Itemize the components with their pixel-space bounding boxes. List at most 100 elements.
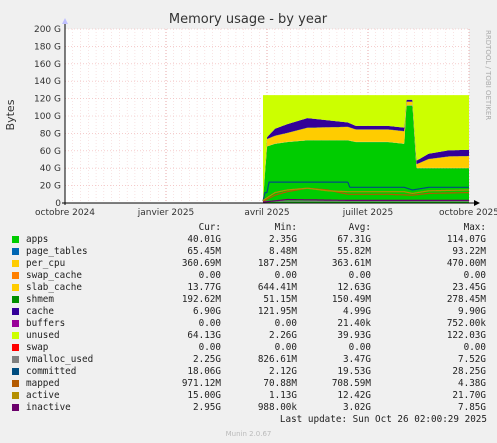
line-inactive — [263, 198, 469, 203]
legend-max: 9.90G — [458, 306, 486, 317]
legend: Cur: Min: Avg: Max: apps 40.01G 2.35G 67.31… — [10, 222, 490, 414]
legend-min: 0.00 — [274, 318, 297, 329]
legend-max: 28.25G — [452, 366, 486, 377]
x-tick-label: octobre 2025 — [439, 208, 497, 218]
legend-swatch — [12, 296, 19, 303]
legend-cur: 192.62M — [181, 294, 221, 305]
y-tick-label: 160 G — [34, 60, 61, 70]
legend-swatch — [12, 320, 19, 327]
legend-cur: 64.13G — [187, 330, 221, 341]
x-tick-label: janvier 2025 — [137, 208, 195, 218]
area-cache — [263, 99, 469, 200]
legend-label: per_cpu — [26, 258, 66, 269]
legend-min: 826.61M — [257, 354, 297, 365]
legend-label: swap — [26, 342, 49, 353]
legend-label: apps — [26, 234, 49, 245]
legend-max: 7.52G — [458, 354, 486, 365]
legend-max: 752.00k — [446, 318, 486, 329]
legend-cur: 0.00 — [198, 318, 221, 329]
legend-row-per_cpu: per_cpu 360.69M 187.25M 363.61M 470.00M — [10, 258, 490, 270]
legend-avg: 21.40k — [337, 318, 371, 329]
legend-avg: 39.93G — [337, 330, 371, 341]
legend-swatch — [12, 332, 19, 339]
legend-swatch — [12, 356, 19, 363]
legend-row-shmem: shmem 192.62M 51.15M 150.49M 278.45M — [10, 294, 490, 306]
x-ticks: octobre 2024 janvier 2025 avril 2025 juille… — [35, 208, 497, 218]
legend-max: 21.70G — [452, 390, 486, 401]
legend-row-cache: cache 6.90G 121.95M 4.99G 9.90G — [10, 306, 490, 318]
data-areas — [263, 95, 469, 203]
legend-label: active — [26, 390, 60, 401]
area-unused — [263, 95, 469, 200]
legend-min: 2.35G — [269, 234, 297, 245]
legend-cur: 6.90G — [193, 306, 221, 317]
legend-cur: 40.01G — [187, 234, 221, 245]
legend-label: inactive — [26, 402, 71, 413]
rrdtool-credit: RRDTOOL / TOBI OETIKER — [484, 30, 492, 120]
legend-cur: 18.06G — [187, 366, 221, 377]
legend-row-inactive: inactive 2.95G 988.00k 3.02G 7.85G — [10, 402, 490, 414]
munin-version: Munin 2.0.67 — [225, 430, 272, 438]
legend-cur: 0.00 — [198, 270, 221, 281]
legend-avg: 19.53G — [337, 366, 371, 377]
legend-cur: 13.77G — [187, 282, 221, 293]
y-tick-label: 140 G — [34, 77, 61, 87]
legend-avg: 708.59M — [331, 378, 371, 389]
y-tick-label: 0 — [55, 199, 61, 209]
legend-header-min: Min: — [274, 222, 297, 233]
legend-header-avg: Avg: — [348, 222, 371, 233]
legend-cur: 15.00G — [187, 390, 221, 401]
area-apps — [263, 105, 469, 203]
line-active — [262, 187, 470, 201]
legend-max: 470.00M — [446, 258, 486, 269]
legend-min: 121.95M — [257, 306, 297, 317]
legend-swatch — [12, 368, 19, 375]
legend-row-buffers: buffers 0.00 0.00 21.40k 752.00k — [10, 318, 490, 330]
legend-avg: 3.02G — [343, 402, 371, 413]
legend-cur: 2.25G — [193, 354, 221, 365]
legend-label: shmem — [26, 294, 54, 305]
y-tick-label: 80 G — [40, 129, 61, 139]
legend-cur: 2.95G — [193, 402, 221, 413]
legend-header-max: Max: — [463, 222, 486, 233]
legend-row-apps: apps 40.01G 2.35G 67.31G 114.07G — [10, 234, 490, 246]
legend-avg: 3.47G — [343, 354, 371, 365]
legend-label: vmalloc_used — [26, 354, 94, 365]
legend-avg: 67.31G — [337, 234, 371, 245]
legend-row-swap: swap 0.00 0.00 0.00 0.00 — [10, 342, 490, 354]
legend-header: Cur: Min: Avg: Max: — [10, 222, 490, 234]
legend-avg: 0.00 — [348, 270, 371, 281]
x-tick-label: avril 2025 — [244, 208, 289, 218]
legend-label: buffers — [26, 318, 66, 329]
y-ticks: 0 20 G 40 G 60 G 80 G 100 G 120 G 140 G 160 G 180… — [34, 25, 61, 209]
legend-swatch — [12, 392, 19, 399]
y-tick-label: 40 G — [40, 164, 61, 174]
legend-swatch — [12, 284, 19, 291]
legend-min: 8.48M — [269, 246, 297, 257]
legend-row-unused: unused 64.13G 2.26G 39.93G 122.03G — [10, 330, 490, 342]
legend-avg: 0.00 — [348, 342, 371, 353]
legend-max: 7.85G — [458, 402, 486, 413]
legend-min: 1.13G — [269, 390, 297, 401]
legend-max: 122.03G — [446, 330, 486, 341]
legend-row-committed: committed 18.06G 2.12G 19.53G 28.25G — [10, 366, 490, 378]
line-mapped — [262, 187, 469, 202]
legend-avg: 150.49M — [331, 294, 371, 305]
legend-cur: 65.45M — [187, 246, 221, 257]
legend-max: 0.00 — [463, 270, 486, 281]
legend-header-cur: Cur: — [198, 222, 221, 233]
memory-chart: Memory usage - by year Bytes RRDTOOL / T… — [4, 12, 497, 218]
legend-row-active: active 15.00G 1.13G 12.42G 21.70G — [10, 390, 490, 402]
legend-avg: 12.63G — [337, 282, 371, 293]
legend-cur: 971.12M — [181, 378, 221, 389]
legend-label: mapped — [26, 378, 60, 389]
legend-min: 2.12G — [269, 366, 297, 377]
legend-max: 23.45G — [452, 282, 486, 293]
legend-min: 0.00 — [274, 270, 297, 281]
legend-avg: 12.42G — [337, 390, 371, 401]
chart-title: Memory usage - by year — [169, 12, 328, 27]
legend-min: 187.25M — [257, 258, 297, 269]
y-tick-label: 20 G — [40, 182, 61, 192]
line-committed — [262, 181, 469, 202]
legend-swatch — [12, 404, 19, 411]
